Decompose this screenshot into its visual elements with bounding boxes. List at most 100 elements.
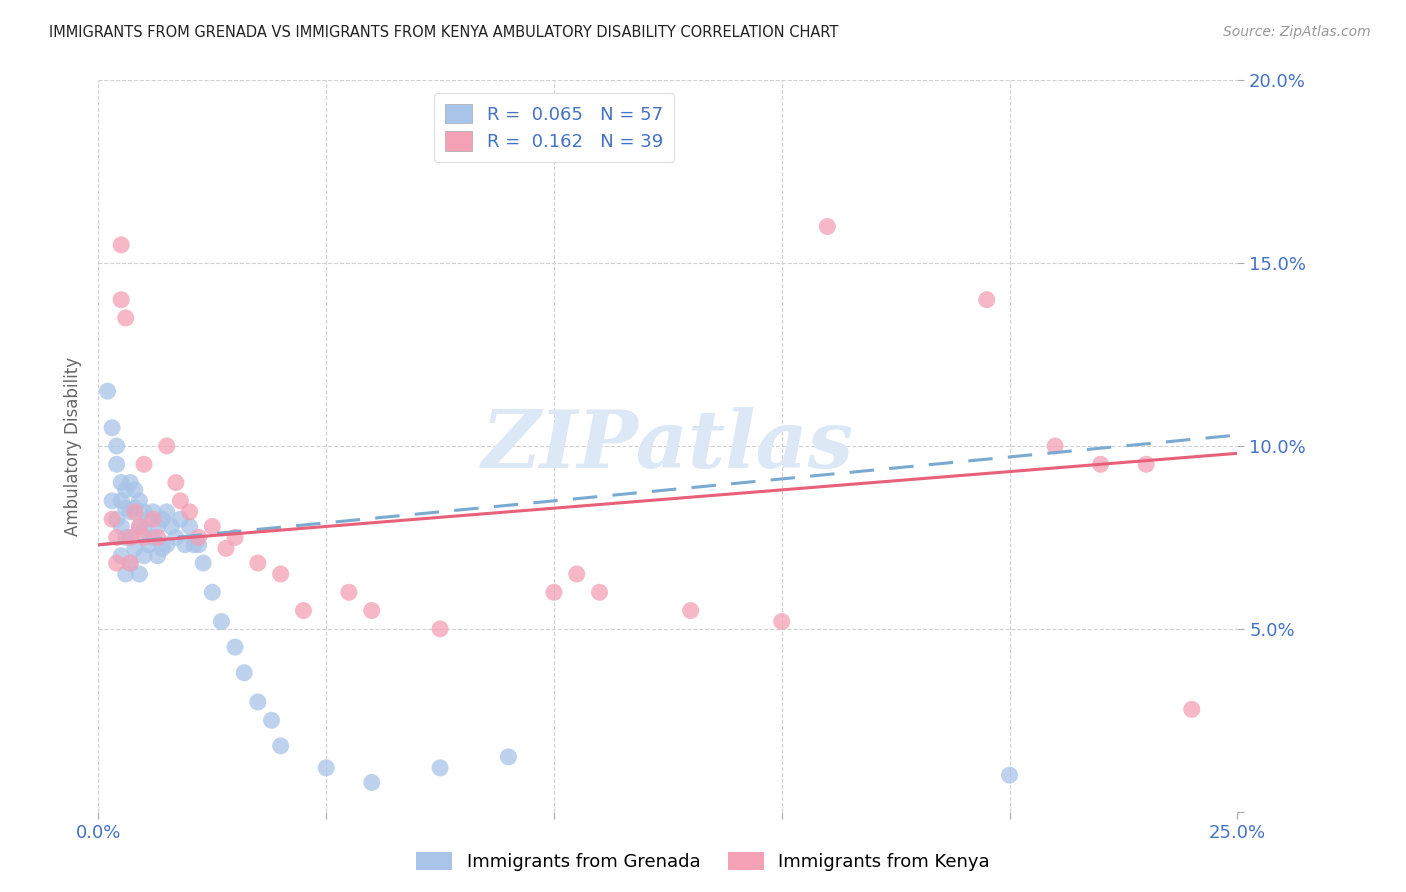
Point (165, 475, 187, 490)
Point (187, 530, 209, 544)
Point (429, 622, 451, 636)
Text: Source: ZipAtlas.com: Source: ZipAtlas.com (1223, 25, 1371, 39)
Point (128, 567, 150, 582)
Point (815, 219, 838, 234)
Point (233, 665, 256, 680)
Point (105, 457, 128, 471)
Point (360, 603, 382, 617)
Point (224, 530, 246, 544)
Point (1181, 702, 1204, 716)
Point (142, 512, 165, 526)
Point (270, 567, 292, 582)
Point (315, 761, 337, 775)
Point (174, 538, 197, 552)
Point (132, 549, 155, 563)
Point (110, 519, 132, 533)
Point (193, 556, 215, 570)
Point (124, 483, 146, 497)
Point (114, 567, 136, 582)
Point (588, 585, 610, 599)
Point (201, 519, 224, 533)
Point (169, 512, 191, 526)
Point (110, 293, 132, 307)
Point (110, 494, 132, 508)
Point (114, 530, 136, 544)
Point (142, 530, 165, 544)
Point (101, 512, 124, 526)
Point (132, 523, 155, 537)
Point (132, 530, 155, 544)
Point (224, 640, 246, 655)
Point (201, 585, 224, 599)
Point (120, 530, 142, 544)
Point (565, 567, 588, 582)
Point (209, 615, 232, 629)
Y-axis label: Ambulatory Disability: Ambulatory Disability (65, 357, 83, 535)
Point (105, 556, 128, 570)
Point (120, 475, 142, 490)
Legend: R =  0.065   N = 57, R =  0.162   N = 39: R = 0.065 N = 57, R = 0.162 N = 39 (434, 93, 673, 161)
Point (124, 505, 146, 519)
Point (292, 603, 315, 617)
Point (124, 541, 146, 556)
Point (165, 530, 187, 544)
Point (179, 505, 201, 519)
Point (146, 530, 169, 544)
Point (246, 556, 269, 570)
Point (976, 293, 998, 307)
Point (543, 585, 565, 599)
Point (179, 519, 201, 533)
Point (169, 494, 191, 508)
Point (120, 556, 142, 570)
Point (128, 494, 150, 508)
Point (160, 519, 183, 533)
Point (128, 519, 150, 533)
Text: IMMIGRANTS FROM GRENADA VS IMMIGRANTS FROM KENYA AMBULATORY DISABILITY CORRELATI: IMMIGRANTS FROM GRENADA VS IMMIGRANTS FR… (49, 25, 838, 40)
Point (110, 475, 132, 490)
Point (246, 695, 269, 709)
Text: ZIPatlas: ZIPatlas (482, 408, 853, 484)
Point (1090, 457, 1112, 471)
Point (156, 505, 179, 519)
Legend: Immigrants from Grenada, Immigrants from Kenya: Immigrants from Grenada, Immigrants from… (409, 845, 997, 879)
Point (429, 761, 451, 775)
Point (770, 615, 793, 629)
Point (337, 585, 360, 599)
Point (120, 505, 142, 519)
Point (1043, 439, 1066, 453)
Point (101, 421, 124, 435)
Point (114, 310, 136, 325)
Point (146, 519, 169, 533)
Point (128, 519, 150, 533)
Point (156, 538, 179, 552)
Point (183, 538, 205, 552)
Point (146, 549, 169, 563)
Point (110, 549, 132, 563)
Point (142, 505, 165, 519)
Point (110, 238, 132, 252)
Point (96, 384, 118, 398)
Point (114, 501, 136, 516)
Point (124, 501, 146, 516)
Point (120, 530, 142, 544)
Point (270, 739, 292, 753)
Point (138, 512, 160, 526)
Point (998, 768, 1021, 782)
Point (360, 775, 382, 789)
Point (132, 505, 155, 519)
Point (498, 749, 520, 764)
Point (679, 603, 702, 617)
Point (120, 556, 142, 570)
Point (105, 439, 128, 453)
Point (105, 530, 128, 544)
Point (1135, 457, 1157, 471)
Point (187, 538, 209, 552)
Point (150, 541, 173, 556)
Point (156, 439, 179, 453)
Point (260, 714, 283, 728)
Point (101, 494, 124, 508)
Point (114, 483, 136, 497)
Point (138, 538, 160, 552)
Point (132, 457, 155, 471)
Point (150, 512, 173, 526)
